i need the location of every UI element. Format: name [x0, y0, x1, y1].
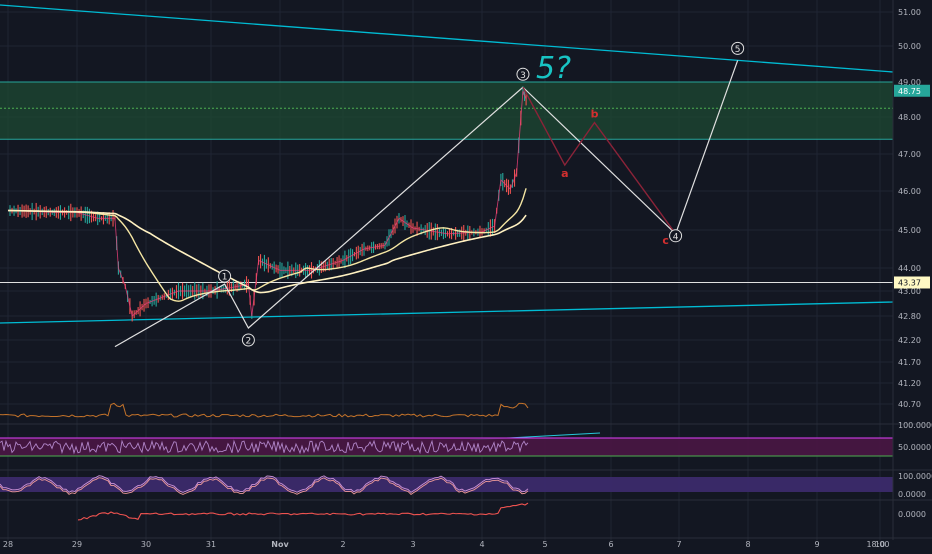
stoch-k-line — [0, 475, 529, 493]
time-tick-label: 8 — [745, 540, 750, 549]
wave-circle — [516, 67, 530, 81]
price-axis[interactable]: 51.00 50.00 49.00 48.00 47.00 46.00 45.00 44.00… — [892, 0, 932, 540]
pane-tick-label: 50.0000 — [898, 443, 931, 452]
macd-line — [77, 502, 529, 521]
price-tick-label: 47.00 — [898, 150, 921, 159]
time-tick-label: 3 — [410, 540, 415, 549]
price-tick-label: 50.00 — [898, 42, 921, 51]
current-price-label: 48.75 — [898, 87, 921, 96]
price-tick-label: 42.20 — [898, 336, 921, 345]
wave-five-projection[interactable] — [675, 60, 739, 235]
wave-1-label: 1 — [222, 273, 228, 283]
wave-label-layer: 1 2 3 4 5 a b c — [218, 41, 745, 347]
price-tick-label: 46.00 — [898, 187, 921, 196]
wave-circle — [669, 229, 683, 243]
price-tick-label: 48.00 — [898, 113, 921, 122]
price-tick-label: 49.00 — [898, 78, 921, 87]
time-tick-label: 6 — [608, 540, 613, 549]
indicator-panes — [0, 402, 932, 521]
time-tick-label: 30 — [141, 540, 151, 549]
wave-circle — [241, 333, 255, 347]
wave-circle — [731, 41, 745, 55]
ema-slow-line — [7, 209, 527, 294]
wave-5-marker: 5 — [731, 41, 745, 55]
time-tick-label: 10 — [875, 540, 885, 549]
time-tick-label: 29 — [72, 540, 82, 549]
wave-3-label: 3 — [520, 71, 526, 81]
stoch-band — [0, 477, 893, 492]
price-tick-label: 51.00 — [898, 8, 921, 17]
annotation-layer: 5? — [536, 51, 571, 86]
price-tick-label: 44.00 — [898, 264, 921, 273]
time-tick-label: 7 — [676, 540, 681, 549]
time-tick-label: 31 — [206, 540, 216, 549]
time-tick-label: 9 — [814, 540, 819, 549]
resistance-zone — [0, 82, 893, 140]
price-tick-label: 41.70 — [898, 358, 921, 367]
pane-tick-label: 100.0000 — [898, 421, 932, 430]
level-price-tag — [894, 276, 930, 289]
rsi-line — [0, 439, 529, 455]
price-tick-label: 40.70 — [898, 400, 921, 409]
wave-4-marker: 4 — [669, 229, 683, 243]
impulse-waves-path[interactable] — [114, 86, 524, 348]
wave-5-label: 5 — [735, 45, 741, 55]
abc-correction-path[interactable] — [522, 86, 677, 235]
correction-label-a: a — [561, 167, 568, 180]
time-tick-label: 2 — [340, 540, 345, 549]
resistance-zone-layer — [0, 81, 893, 283]
ema-fast-line — [7, 188, 527, 302]
price-tick-label: 41.20 — [898, 379, 921, 388]
wave-3-marker: 3 — [516, 67, 530, 81]
stoch-d-line — [0, 477, 529, 495]
time-tick-label: 5 — [542, 540, 547, 549]
price-tick-label: 43.00 — [898, 287, 921, 296]
time-tick-label: Nov — [271, 540, 289, 549]
wave-four-line[interactable] — [522, 86, 677, 235]
wave-2-label: 2 — [246, 337, 252, 347]
time-tick-label: 18:00 — [866, 540, 889, 549]
price-layer — [7, 86, 527, 322]
time-tick-label: 28 — [3, 540, 13, 549]
current-price-tag — [894, 84, 930, 97]
pane-tick-label: 100.0000 — [898, 472, 932, 481]
correction-label-b: b — [591, 108, 599, 121]
price-line — [7, 90, 527, 317]
time-tick-label: 4 — [479, 540, 484, 549]
wave-4-label: 4 — [673, 232, 679, 242]
annotation-five-question: 5? — [536, 51, 571, 86]
price-tick-label: 42.80 — [898, 312, 921, 321]
elliott-wave-layer[interactable] — [114, 60, 739, 348]
volume-line — [0, 402, 529, 418]
wave-2-marker: 2 — [241, 333, 255, 347]
wave-circle — [218, 269, 232, 283]
level-price-label: 43.37 — [898, 278, 921, 287]
price-tick-label: 45.00 — [898, 226, 921, 235]
upper-trendline[interactable] — [0, 4, 894, 73]
pane-tick-label: 0.0000 — [898, 490, 926, 499]
correction-label-c: c — [662, 234, 669, 247]
wave-1-marker: 1 — [218, 269, 232, 283]
lower-trendline[interactable] — [0, 301, 894, 324]
pane-tick-label: 0.0000 — [898, 510, 926, 519]
